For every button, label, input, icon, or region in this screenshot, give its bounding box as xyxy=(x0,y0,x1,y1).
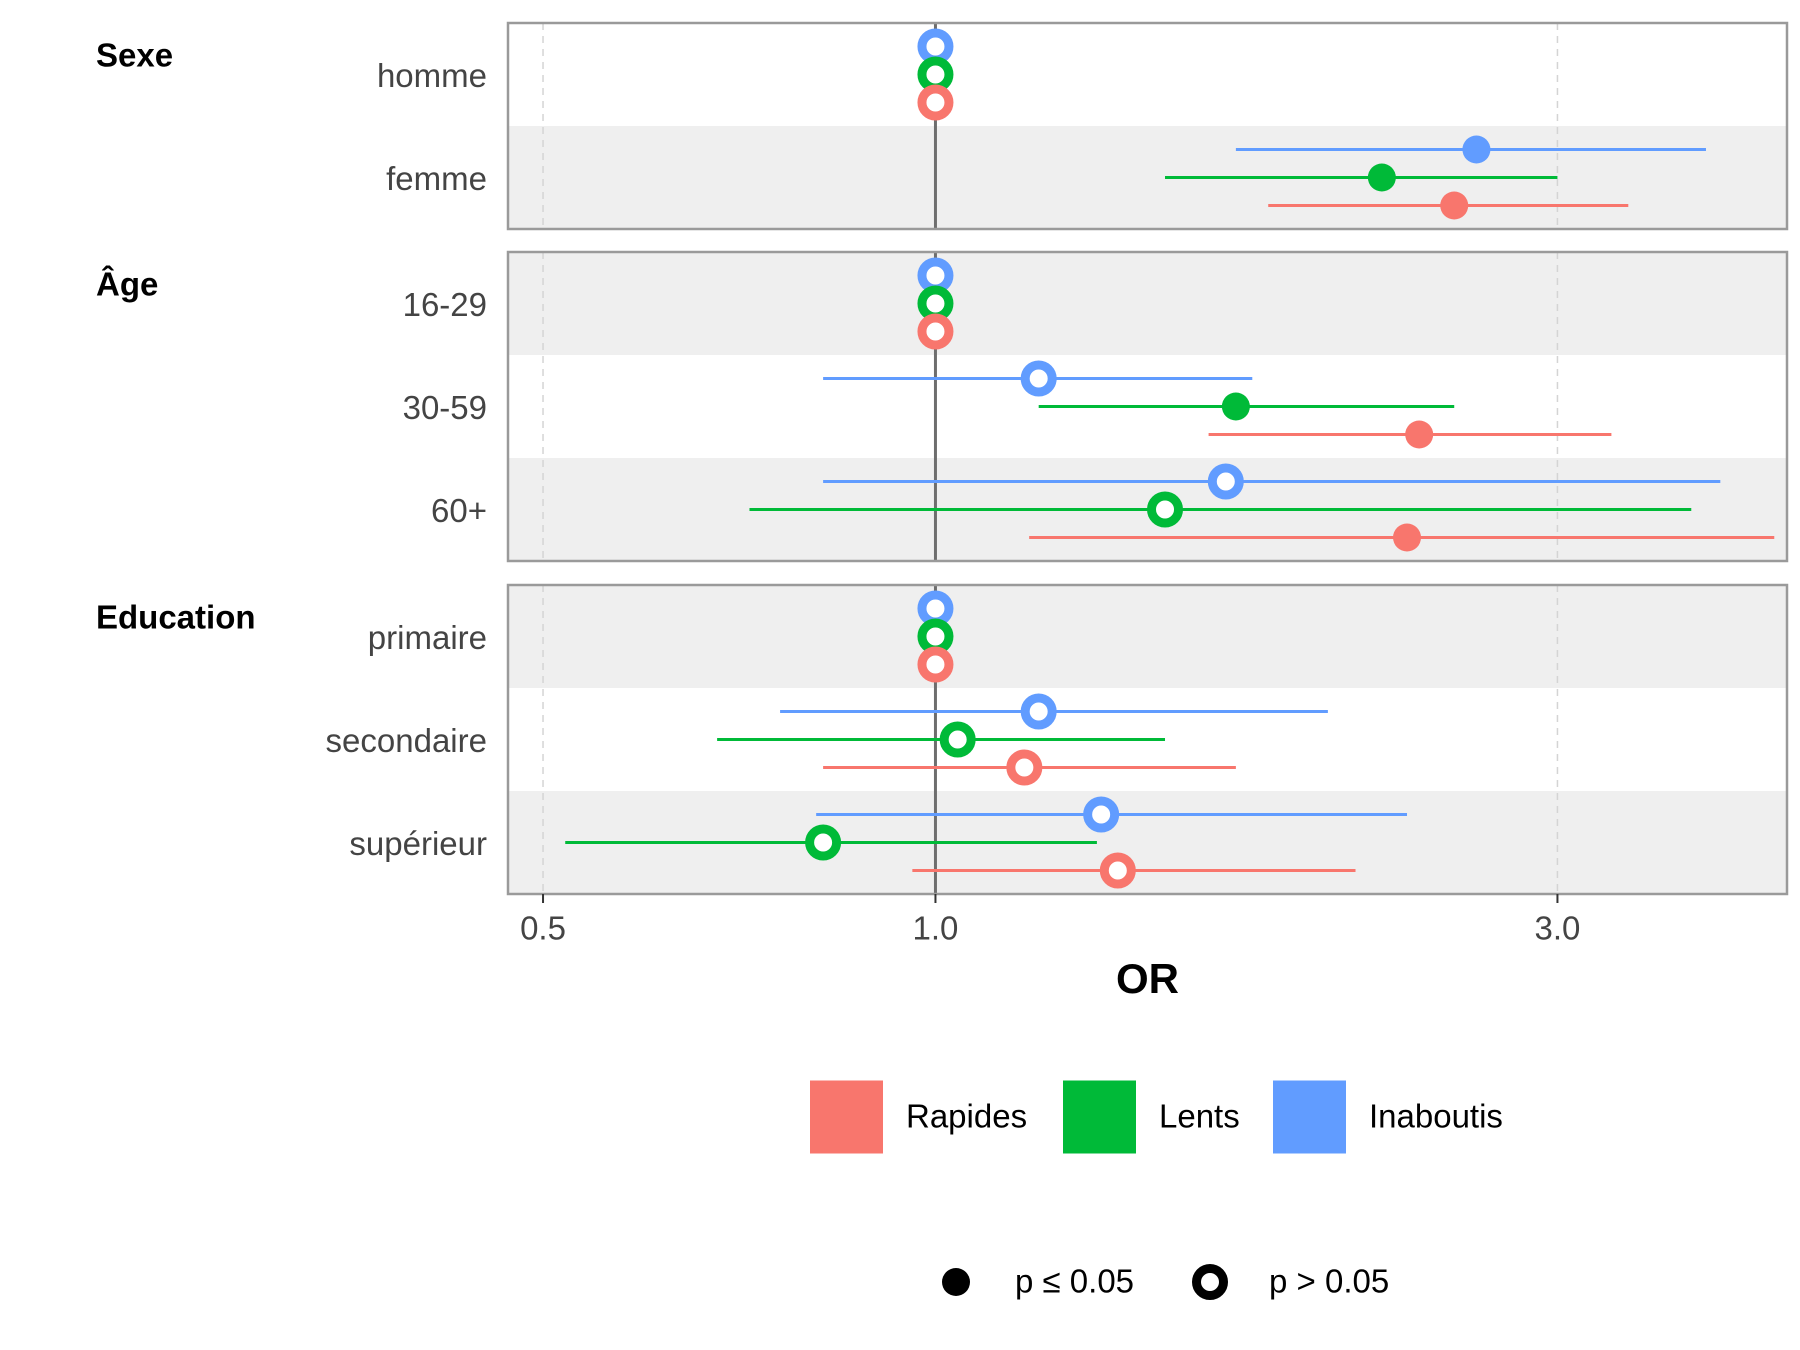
point-estimate xyxy=(1147,491,1184,528)
panel-education: Education primaire secondaire supérieur xyxy=(96,583,1789,896)
row-label: 30-59 xyxy=(403,389,487,426)
group-title: Sexe xyxy=(96,37,173,74)
point-estimate xyxy=(917,618,954,655)
x-axis: 0.5 1.0 3.0 OR xyxy=(520,894,1580,1002)
panel-border xyxy=(506,250,1789,563)
point-estimate xyxy=(1020,693,1057,730)
group-title: Âge xyxy=(96,266,158,303)
legend-swatch-rapides xyxy=(810,1080,883,1154)
point-estimate xyxy=(1099,852,1136,889)
row-label: supérieur xyxy=(349,825,487,862)
point-estimate xyxy=(917,56,954,93)
point-estimate xyxy=(1207,463,1244,500)
legend-label-not-significant: p > 0.05 xyxy=(1269,1263,1389,1300)
legend: Rapides Lents Inaboutis p ≤ 0.05 p > 0.05 xyxy=(810,1080,1503,1300)
legend-swatch-lents xyxy=(1063,1080,1136,1154)
row-label: 16-29 xyxy=(403,286,487,323)
row-band xyxy=(508,126,1787,229)
legend-label-inaboutis: Inaboutis xyxy=(1369,1098,1503,1135)
panels: Sexe homme femme Âge 16-29 30-59 60+ Education p… xyxy=(96,21,1789,896)
point-estimate xyxy=(917,590,954,627)
x-tick-label: 0.5 xyxy=(520,910,566,947)
point-estimate xyxy=(1367,163,1396,192)
x-tick-label: 3.0 xyxy=(1535,910,1581,947)
row-label: femme xyxy=(386,160,487,197)
panel-border xyxy=(506,583,1789,896)
group-title: Education xyxy=(96,599,256,636)
row-label: primaire xyxy=(368,619,487,656)
row-label: 60+ xyxy=(431,492,487,529)
point-estimate xyxy=(917,313,954,350)
point-estimate xyxy=(1440,191,1469,220)
legend-swatch-inaboutis xyxy=(1273,1080,1346,1154)
point-estimate xyxy=(917,257,954,294)
point-estimate xyxy=(939,721,976,758)
row-band xyxy=(508,585,1787,688)
x-tick-label: 1.0 xyxy=(913,910,959,947)
x-axis-title: OR xyxy=(1116,955,1179,1002)
point-estimate xyxy=(1221,392,1250,421)
point-estimate xyxy=(1083,796,1120,833)
row-band xyxy=(508,252,1787,355)
legend-label-significant: p ≤ 0.05 xyxy=(1015,1263,1134,1300)
point-estimate xyxy=(1393,523,1422,552)
point-estimate xyxy=(917,84,954,121)
point-estimate xyxy=(917,285,954,322)
panel-border xyxy=(506,21,1789,231)
legend-label-lents: Lents xyxy=(1159,1098,1240,1135)
legend-filled-marker xyxy=(942,1268,970,1296)
point-estimate xyxy=(1462,135,1491,164)
point-estimate xyxy=(805,824,842,861)
point-estimate xyxy=(1006,749,1043,786)
legend-label-rapides: Rapides xyxy=(906,1098,1027,1135)
point-estimate xyxy=(1405,420,1434,449)
point-estimate xyxy=(917,28,954,65)
legend-hollow-marker xyxy=(1192,1264,1228,1300)
point-estimate xyxy=(917,646,954,683)
panel-sexe: Sexe homme femme xyxy=(96,21,1789,231)
point-estimate xyxy=(1020,360,1057,397)
panel-âge: Âge 16-29 30-59 60+ xyxy=(96,250,1789,563)
row-label: homme xyxy=(377,57,487,94)
row-label: secondaire xyxy=(326,722,487,759)
